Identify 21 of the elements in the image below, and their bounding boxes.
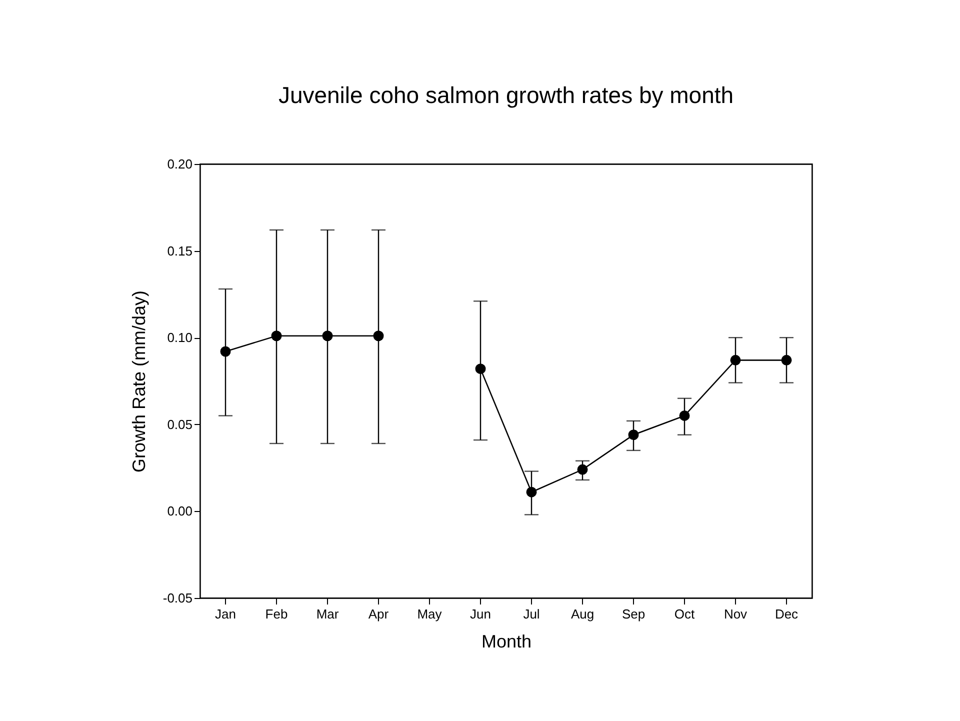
- x-tick-label: Jul: [523, 606, 540, 622]
- chart-title: Juvenile coho salmon growth rates by month: [278, 82, 734, 108]
- x-tick-label: May: [417, 606, 442, 622]
- x-tick-label: Nov: [724, 606, 748, 622]
- x-tick-label: Dec: [774, 606, 799, 622]
- x-tick-label: Apr: [368, 606, 390, 622]
- x-tick-label: Feb: [265, 606, 288, 622]
- y-tick-label: 0.15: [167, 243, 192, 258]
- x-axis-title: Month: [481, 632, 532, 652]
- x-tick-label: Mar: [316, 606, 340, 622]
- y-tick-label: 0.00: [167, 504, 192, 519]
- y-tick-label: 0.20: [167, 156, 192, 172]
- y-tick-label: -0.05: [162, 590, 192, 606]
- x-tick-label: Jun: [470, 606, 491, 622]
- y-axis-title: Growth Rate (mm/day): [128, 290, 149, 473]
- x-tick-label: Oct: [674, 606, 695, 622]
- x-tick-label: Aug: [570, 606, 594, 622]
- x-tick-label: Jan: [215, 606, 236, 622]
- x-tick-label: Sep: [622, 606, 646, 622]
- y-tick-label: 0.10: [167, 330, 192, 346]
- y-tick-label: 0.05: [167, 416, 192, 432]
